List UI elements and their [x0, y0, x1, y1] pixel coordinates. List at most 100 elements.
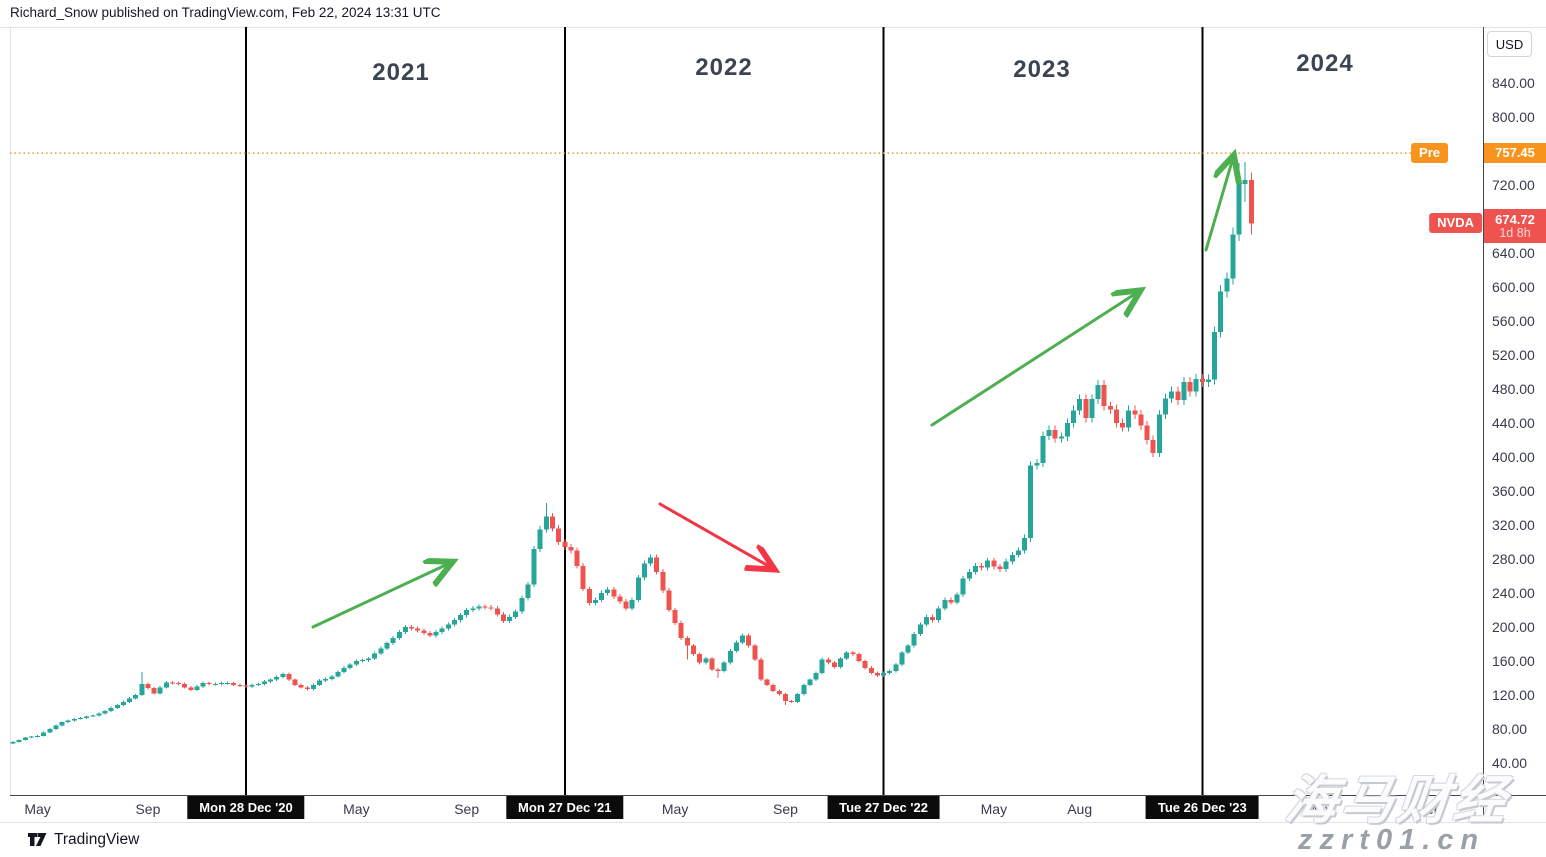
candle-body: [1028, 465, 1034, 538]
candle-body: [605, 589, 611, 593]
candle-body: [856, 654, 862, 661]
price-tick-840: 840.00: [1492, 75, 1535, 91]
currency-usd-button[interactable]: USD: [1487, 31, 1532, 57]
candle-body: [1205, 379, 1211, 383]
candle-body: [1126, 410, 1132, 428]
candle-body: [629, 599, 635, 609]
candle-countdown: 1d 8h: [1499, 226, 1531, 241]
month-tick: Sep: [1416, 801, 1442, 817]
candle-body: [770, 684, 776, 691]
candlestick-plot[interactable]: [10, 27, 1483, 795]
candle-body: [212, 683, 218, 685]
date-badge: Mon 27 Dec '21: [506, 796, 624, 819]
candle-body: [592, 599, 598, 604]
candle-body: [930, 616, 936, 621]
candle-body: [795, 694, 801, 702]
candle-body: [90, 715, 96, 717]
candle-body: [617, 596, 623, 602]
candle-body: [500, 614, 506, 622]
candle-body: [1120, 423, 1126, 428]
price-tick-160: 160.00: [1492, 653, 1535, 669]
year-label-2023: 2023: [1013, 56, 1071, 83]
candle-body: [838, 658, 844, 667]
candle-body: [586, 588, 592, 604]
candle-body: [243, 685, 249, 687]
month-tick: Aug: [1067, 801, 1093, 817]
price-tick-440: 440.00: [1492, 415, 1535, 431]
candle-body: [261, 681, 267, 684]
candle-body: [850, 652, 856, 655]
price-tick-480: 480.00: [1492, 381, 1535, 397]
candle-body: [1150, 440, 1156, 453]
candle-body: [746, 635, 752, 646]
candle-body: [28, 736, 34, 738]
candle-body: [65, 720, 71, 723]
candle-body: [1132, 410, 1138, 415]
price-axis-separator: [1483, 27, 1484, 822]
candle-body: [844, 652, 850, 659]
candle-body: [1040, 435, 1046, 463]
chart-top-border: [0, 27, 1546, 28]
candle-body: [1175, 391, 1181, 401]
candle-body: [41, 732, 47, 736]
candle-body: [206, 683, 212, 685]
candle-body: [1083, 399, 1089, 418]
candle-body: [678, 622, 684, 639]
candle-body: [1009, 554, 1015, 562]
price-tick-560: 560.00: [1492, 313, 1535, 329]
candle-body: [580, 565, 586, 589]
candle-body: [887, 671, 893, 673]
candle-body: [525, 584, 531, 599]
candle-body: [298, 684, 304, 688]
month-tick: May: [980, 801, 1008, 817]
month-tick: May: [24, 801, 51, 817]
price-tick-520: 520.00: [1492, 347, 1535, 363]
candle-body: [53, 725, 59, 729]
candle-body: [10, 741, 16, 744]
candle-body: [133, 695, 139, 699]
candle-body: [1052, 429, 1058, 439]
price-tick-280: 280.00: [1492, 551, 1535, 567]
premarket-tag: Pre: [1411, 143, 1448, 164]
candle-body: [1242, 179, 1248, 185]
candle-body: [1113, 409, 1119, 423]
candle-body: [623, 601, 629, 609]
candle-body: [972, 565, 978, 572]
last-price-label: 674.72 1d 8h: [1484, 209, 1546, 244]
candle-body: [1199, 378, 1205, 383]
candle-body: [1089, 399, 1095, 418]
candle-body: [513, 611, 519, 617]
candle-body: [568, 547, 574, 551]
candle-body: [1156, 414, 1162, 453]
candle-body: [1212, 332, 1218, 380]
candle-body: [433, 632, 439, 636]
tradingview-logo[interactable]: TradingView: [28, 831, 139, 849]
price-tick-120: 120.00: [1492, 687, 1535, 703]
candle-body: [458, 615, 464, 621]
candle-body: [1181, 382, 1187, 401]
candle-body: [562, 542, 568, 548]
candle-body: [1187, 382, 1193, 392]
candle-body: [1003, 561, 1009, 570]
candle-body: [1077, 399, 1083, 411]
candle-body: [1236, 184, 1242, 235]
candle-body: [476, 606, 482, 609]
last-price-value: 674.72: [1495, 212, 1535, 228]
candle-body: [1058, 436, 1064, 439]
candle-body: [1101, 384, 1107, 406]
candle-body: [648, 557, 654, 564]
candle-body: [372, 653, 378, 659]
candle-body: [396, 632, 402, 639]
candle-body: [776, 690, 782, 695]
candle-body: [359, 660, 365, 662]
candle-body: [862, 661, 868, 668]
month-tick: Sep: [135, 801, 161, 817]
candle-body: [991, 560, 997, 567]
candle-body: [641, 563, 647, 578]
candle-body: [954, 594, 960, 603]
candle-body: [758, 659, 764, 680]
candle-body: [715, 669, 721, 672]
watermark-url: zzrt01.cn: [1298, 824, 1486, 856]
candle-body: [923, 616, 929, 625]
candle-body: [47, 729, 53, 733]
